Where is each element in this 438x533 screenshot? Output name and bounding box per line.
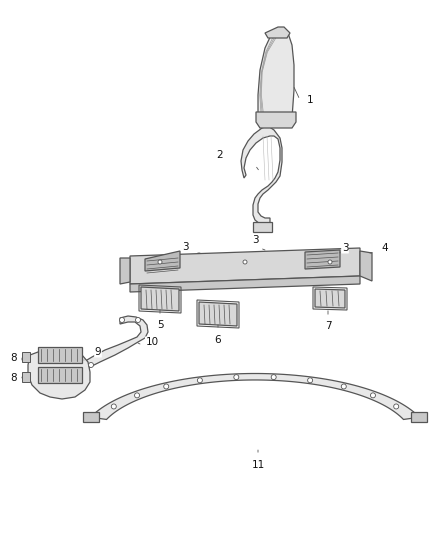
Text: 9: 9 — [95, 347, 101, 357]
Text: 10: 10 — [145, 337, 159, 347]
Circle shape — [371, 393, 375, 398]
Polygon shape — [91, 374, 420, 419]
Text: 3: 3 — [252, 235, 258, 245]
Polygon shape — [258, 28, 294, 118]
Circle shape — [394, 404, 399, 409]
Circle shape — [234, 375, 239, 379]
Circle shape — [243, 260, 247, 264]
Polygon shape — [38, 367, 82, 383]
Circle shape — [307, 378, 313, 383]
Polygon shape — [120, 258, 130, 284]
Text: 3: 3 — [342, 243, 348, 253]
Circle shape — [135, 318, 141, 322]
Polygon shape — [145, 251, 180, 271]
Text: 2: 2 — [217, 150, 223, 160]
Polygon shape — [256, 112, 296, 128]
Polygon shape — [82, 412, 99, 422]
Circle shape — [134, 393, 140, 398]
Text: 1: 1 — [307, 95, 313, 105]
Circle shape — [164, 384, 169, 389]
Polygon shape — [38, 347, 82, 363]
Polygon shape — [360, 251, 372, 281]
Polygon shape — [22, 372, 30, 382]
Polygon shape — [315, 289, 345, 308]
Circle shape — [328, 260, 332, 264]
Circle shape — [88, 362, 93, 367]
Polygon shape — [199, 302, 237, 326]
Polygon shape — [28, 348, 90, 399]
Polygon shape — [265, 27, 290, 38]
Polygon shape — [253, 222, 272, 232]
Polygon shape — [130, 276, 360, 292]
Polygon shape — [141, 287, 179, 311]
Polygon shape — [241, 126, 282, 225]
Polygon shape — [22, 352, 30, 362]
Text: 3: 3 — [182, 242, 188, 252]
Polygon shape — [82, 316, 148, 370]
Polygon shape — [130, 248, 360, 284]
Circle shape — [271, 375, 276, 379]
Text: 8: 8 — [11, 353, 18, 363]
Polygon shape — [411, 412, 427, 422]
Text: 7: 7 — [325, 321, 331, 331]
Text: 5: 5 — [157, 320, 163, 330]
Circle shape — [111, 404, 117, 409]
Circle shape — [158, 260, 162, 264]
Circle shape — [341, 384, 346, 389]
Text: 11: 11 — [251, 460, 265, 470]
Text: 6: 6 — [215, 335, 221, 345]
Polygon shape — [305, 250, 340, 269]
Circle shape — [120, 318, 124, 322]
Text: 8: 8 — [11, 373, 18, 383]
Circle shape — [198, 378, 202, 383]
Text: 4: 4 — [381, 243, 389, 253]
